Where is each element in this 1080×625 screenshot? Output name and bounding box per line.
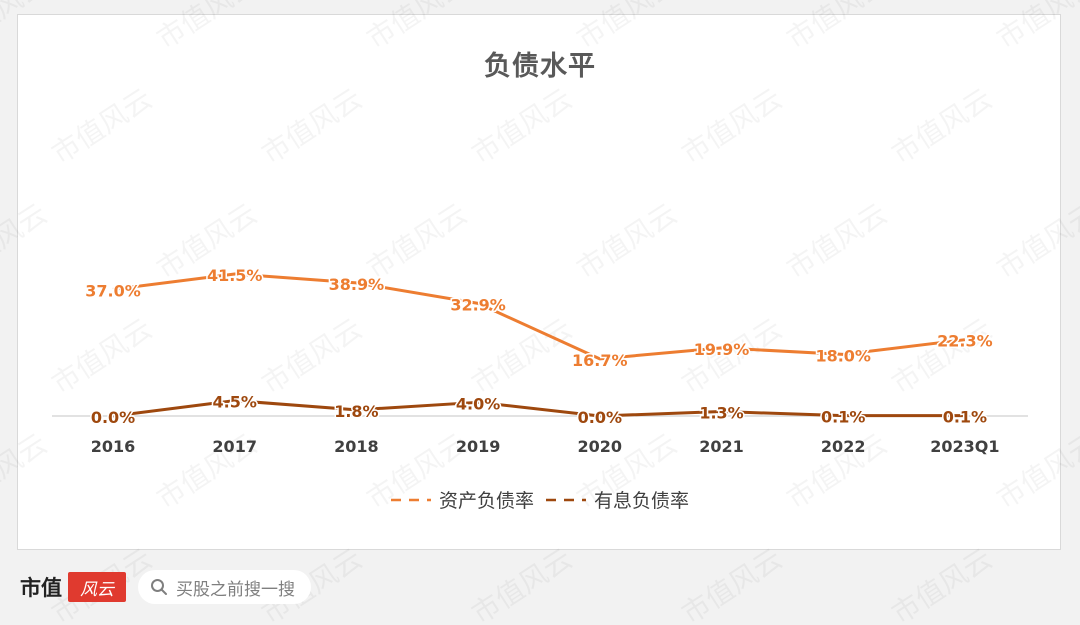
search-icon <box>151 579 167 595</box>
legend-swatch-asset-liability <box>390 498 431 501</box>
chart-card <box>17 14 1061 550</box>
data-label-interest-bearing: 1.8% <box>334 402 378 421</box>
data-label-interest-bearing: 0.1% <box>821 408 865 427</box>
data-label-asset-liability: 19.9% <box>694 340 750 359</box>
data-label-asset-liability: 41.5% <box>207 266 263 285</box>
data-label-asset-liability: 38.9% <box>329 275 385 294</box>
x-tick-label: 2019 <box>456 437 501 456</box>
x-tick-label: 2021 <box>699 437 744 456</box>
data-label-interest-bearing: 4.5% <box>213 393 257 412</box>
series-line-asset-liability <box>112 272 966 361</box>
data-label-asset-liability: 22.3% <box>937 332 993 351</box>
x-tick-label: 2016 <box>91 437 136 456</box>
data-label-interest-bearing: 0.0% <box>578 408 622 427</box>
footer-bar: 市值 风云 买股之前搜一搜 <box>20 568 311 606</box>
legend-label-interest-bearing: 有息负债率 <box>594 490 690 512</box>
x-tick-label: 2018 <box>334 437 379 456</box>
data-label-asset-liability: 18.0% <box>815 346 871 365</box>
legend-item-asset-liability: 资产负债率 <box>390 486 534 513</box>
data-label-asset-liability: 37.0% <box>85 281 141 300</box>
brand-name: 市值 <box>20 576 62 600</box>
data-label-interest-bearing: 0.0% <box>91 408 135 427</box>
legend-label-asset-liability: 资产负债率 <box>438 490 534 512</box>
data-label-interest-bearing: 1.3% <box>699 404 743 423</box>
chart-title: 负债水平 <box>484 51 596 82</box>
legend-swatch-interest-bearing <box>546 498 586 501</box>
data-label-asset-liability: 16.7% <box>572 351 628 370</box>
search-placeholder: 买股之前搜一搜 <box>176 579 295 600</box>
legend-item-interest-bearing: 有息负债率 <box>546 486 689 513</box>
x-tick-label: 2022 <box>821 437 866 456</box>
search-box[interactable]: 买股之前搜一搜 <box>138 570 311 604</box>
x-tick-label: 2020 <box>578 437 623 456</box>
data-label-interest-bearing: 0.1% <box>943 408 987 427</box>
x-tick-label: 2017 <box>212 437 257 456</box>
data-label-asset-liability: 32.9% <box>450 295 506 314</box>
series-line-interest-bearing <box>112 399 965 418</box>
data-label-interest-bearing: 4.0% <box>456 394 500 413</box>
chart-legend: 资产负债率 有息负债率 <box>0 486 1080 513</box>
brand-logo: 风云 <box>68 572 126 602</box>
x-tick-label: 2023Q1 <box>930 437 999 456</box>
